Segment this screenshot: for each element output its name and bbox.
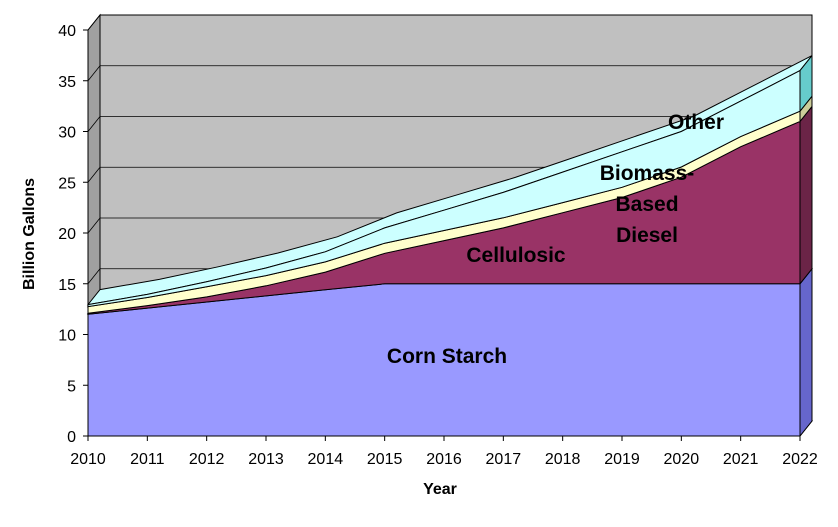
gridline-side (87, 65, 101, 81)
series-label: Cellulosic (466, 244, 566, 267)
gridline-side (87, 268, 101, 284)
x-tick-label: 2011 (130, 451, 165, 468)
area-other (87, 69, 801, 308)
x-tick-label: 2015 (367, 451, 403, 468)
y-tick-label: 25 (58, 175, 76, 192)
x-tick-label: 2017 (486, 451, 522, 468)
y-tick-label: 15 (58, 277, 76, 294)
x-tick-label: 2021 (723, 451, 759, 468)
gridline-side (87, 116, 101, 132)
x-tick-label: 2012 (189, 451, 225, 468)
y-tick-label: 0 (67, 429, 76, 446)
y-tick-label: 10 (58, 328, 76, 345)
series-label: Biomass- (600, 162, 695, 185)
gridline-side (87, 14, 101, 31)
gridline-side (87, 217, 101, 234)
series-label: Other (668, 111, 724, 134)
x-tick-label: 2010 (70, 451, 106, 468)
x-tick-label: 2019 (604, 451, 640, 468)
series-label: Based (615, 193, 678, 216)
x-axis-title: Year (423, 481, 457, 498)
x-tick-label: 2018 (545, 451, 581, 468)
area-side-1 (799, 104, 813, 286)
series-label: Diesel (616, 224, 678, 247)
y-tick-label: 30 (58, 125, 76, 142)
y-tick-label: 40 (58, 23, 76, 40)
x-tick-label: 2014 (308, 451, 344, 468)
x-tick-label: 2016 (426, 451, 462, 468)
gridline-side (87, 167, 101, 183)
y-tick-label: 5 (67, 378, 76, 395)
x-tick-label: 2020 (664, 451, 700, 468)
y-axis-title: Billion Gallons (21, 178, 38, 290)
x-tick-label: 2022 (782, 451, 818, 468)
area-side-0 (799, 267, 813, 438)
series-label: Corn Starch (387, 345, 507, 368)
y-tick-label: 20 (58, 226, 76, 243)
y-tick-label: 35 (58, 74, 76, 91)
x-tick-label: 2013 (248, 451, 284, 468)
